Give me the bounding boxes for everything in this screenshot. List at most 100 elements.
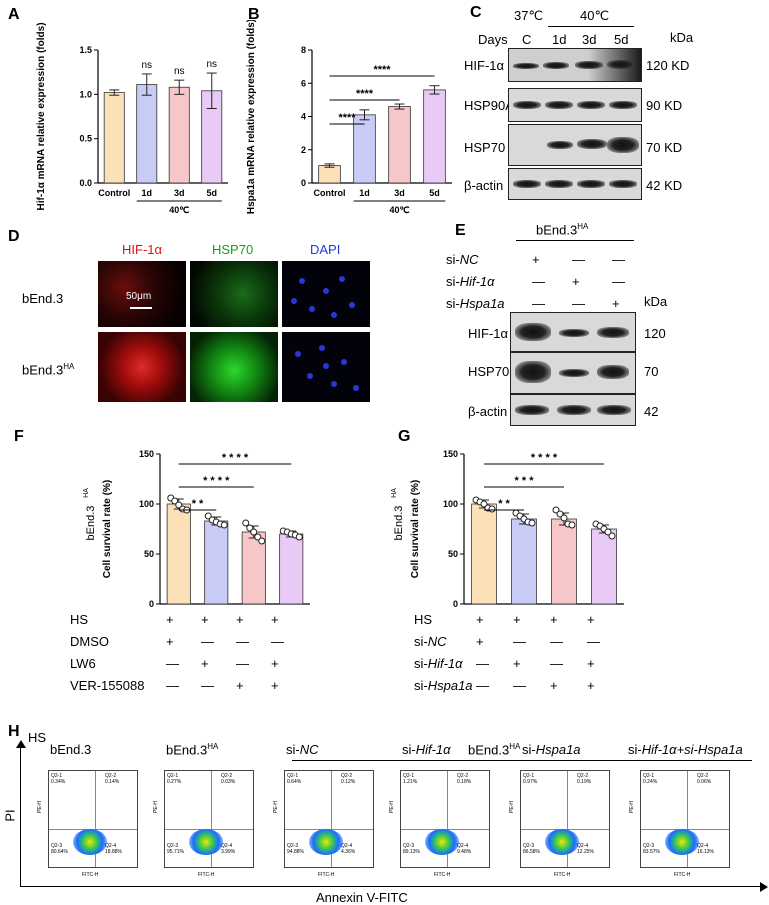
treatment-mark: — [513,678,526,693]
flow-cytometry-h: HS bEnd.3HA PI Annexin V-FITC bEnd.3 Q2-1… [0,722,769,905]
annexin-axis-arrow [760,882,768,892]
treatment-label-2: si-NC [414,634,447,649]
data-point [528,519,536,527]
flow-title-3: si-NC [286,742,319,757]
flow-plot-3: Q2-1 0.64% Q2-2 0.12% Q2-3 94.88% Q2-4 4.36… [284,770,374,868]
significance-label: ns [206,59,217,70]
x-tick-label: 3d [394,188,405,198]
flow-title-4: si-Hif-1α [402,742,451,757]
sig-bracket-label: **** [373,64,391,76]
blot-e-mark: + [532,252,540,267]
data-point [258,537,266,545]
treatment-mark: + [271,678,279,693]
days-label: Days [478,32,508,47]
treatment-mark: — [476,678,489,693]
treatment-table-f: HS + + + + DMSO + — — — LW6 — + — + VER-155088 — — + + [0,612,330,722]
treatment-mark: + [476,634,484,649]
treatment-mark: — [550,634,563,649]
data-point [254,533,262,541]
flow-plot-5: Q2-1 0.97% Q2-2 0.19% Q2-3 86.58% Q2-4 12.2… [520,770,610,868]
side-label: bEnd.3 [393,506,405,541]
annexin-axis-label: Annexin V-FITC [316,890,408,905]
data-point [480,500,488,508]
treatment-mark: — [271,634,284,649]
treatment-mark: + [587,612,595,627]
panel-label-f: F [14,428,24,445]
treatment-mark: + [166,612,174,627]
y-tick-label: 50 [144,549,154,559]
data-point [250,528,258,536]
flow-group-title: bEnd.3HA [468,742,521,758]
treatment-label-1: HS [414,612,433,627]
significance-label: ns [174,66,185,77]
blot-row-hsp90 [508,88,642,122]
lane-3d: 3d [582,32,597,47]
bar-4 [423,89,446,184]
blot-e-title-line [516,240,634,241]
sig-bracket-label: * * [192,498,204,510]
data-point [604,528,612,536]
temp-40-label: 40℃ [580,8,610,23]
flow-title-1: bEnd.3 [50,742,92,757]
quadrant-q3: Q2-3 83.57% [643,843,660,855]
pi-axis-label: PI [2,809,18,822]
if-tile-hsp70-bend3 [190,261,278,327]
blot-row-hsp70-size: 70 KD [646,140,683,155]
blot-e-row-actin [510,394,636,426]
if-tile-hif-bend3ha [98,332,186,402]
flow-x-label: FITC-H [554,872,571,878]
treatment-label-2: DMSO [70,634,109,649]
flow-x-label: FITC-H [82,872,99,878]
treatment-mark: — [201,678,214,693]
scale-bar [130,307,152,309]
flow-x-label: FITC-H [198,872,215,878]
treatment-mark: + [201,612,209,627]
treatment-mark: + [271,656,279,671]
blot-e-row-hif [510,312,636,352]
y-tick-label: 100 [139,499,154,509]
treatment-mark: + [587,678,595,693]
bar-1 [103,92,125,184]
x-tick-label: 3d [174,188,185,198]
y-tick-label: 1.0 [79,89,92,99]
panel-label-e: E [455,222,466,239]
blot-e-hif-size: 120 [644,326,666,341]
blot-e-actin-size: 42 [644,404,659,419]
quadrant-q3: Q2-3 86.58% [523,843,540,855]
quadrant-q3: Q2-3 95.71% [167,843,184,855]
quadrant-q4: Q2-4 12.25% [577,843,594,855]
blot-row-hsp70 [508,124,642,166]
x-tick-label: 1d [359,188,370,198]
x-tick-label: 1d [141,188,152,198]
treatment-mark: + [476,612,484,627]
channel-hif: HIF-1α [122,242,163,257]
flow-plot-1: Q2-1 0.34% Q2-2 0.14% Q2-3 80.64% Q2-4 18.8… [48,770,138,868]
y-tick-label: 6 [301,78,306,88]
data-point [568,521,576,529]
if-tile-hif-bend3: 50μm [98,261,186,327]
bar-3 [551,518,577,605]
channel-dapi: DAPI [310,242,341,257]
treatment-mark: + [513,656,521,671]
if-tile-hsp70-bend3ha [190,332,278,402]
treatment-mark: — [201,634,214,649]
treatment-label-4: VER-155088 [70,678,145,693]
data-point [175,501,183,509]
chart-f: 0 50 100 150 * * * * * * * * * * Cell survival … [83,449,310,609]
treatment-mark: + [587,656,595,671]
quadrant-q4: Q2-4 3.99% [221,843,236,855]
bar-1 [471,503,497,605]
blot-e-mark: — [612,252,625,267]
data-point [488,505,496,513]
kda-label: kDa [670,30,694,45]
flow-y-label: PE-H [508,801,515,813]
bar-1 [318,165,341,184]
y-tick-label: 0 [149,599,154,609]
y-tick-label: 0.5 [79,134,92,144]
flow-title-5: si-Hspa1a [522,742,581,757]
x-tick-label: Control [98,188,130,198]
bar-3 [168,86,190,184]
quadrant-q1: Q2-1 1.21% [403,773,418,785]
panel-label-d: D [8,228,20,245]
